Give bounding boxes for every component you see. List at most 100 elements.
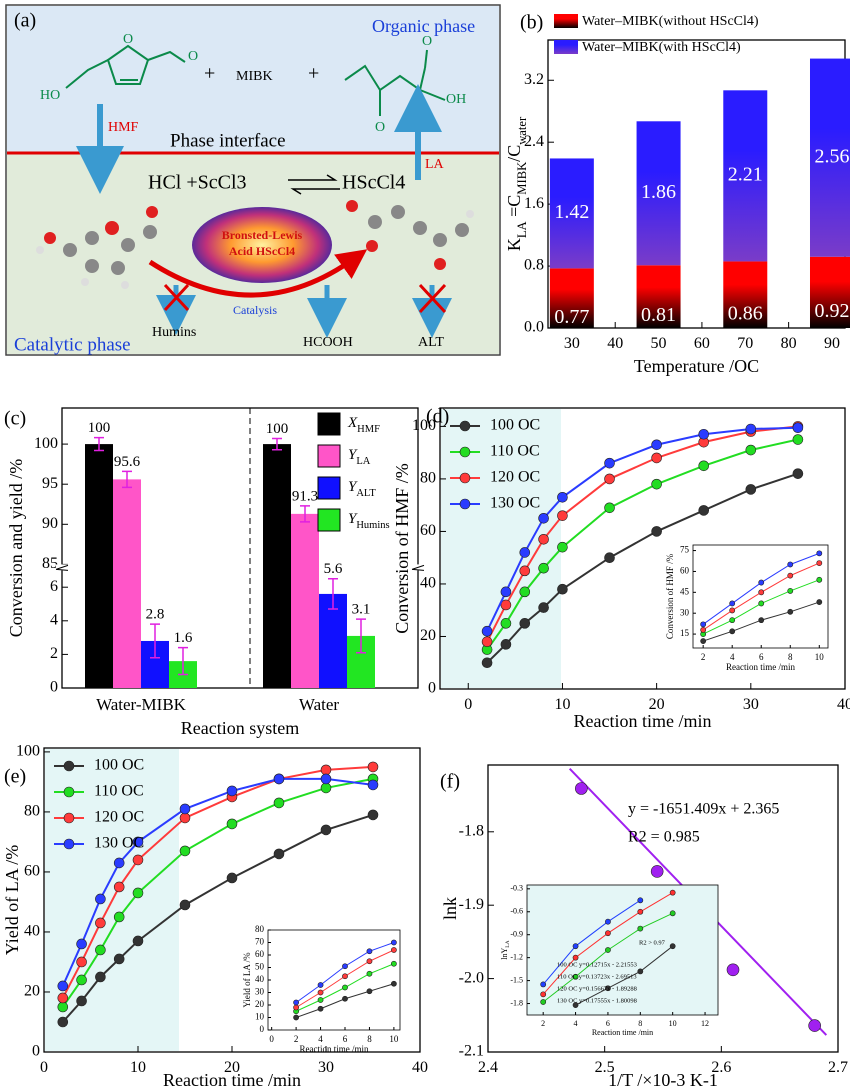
series-line xyxy=(486,425,799,643)
error-bar xyxy=(94,436,104,452)
data-point xyxy=(132,836,144,848)
data-point xyxy=(132,854,144,866)
data-point xyxy=(500,618,512,629)
data-point xyxy=(605,930,611,937)
y-axis-label: Conversion of HMF /% xyxy=(392,463,412,634)
y-axis-label: lnYLA xyxy=(500,940,511,959)
legend-label: Water–MIBK(without HScCl4) xyxy=(582,14,759,29)
label-part: LA xyxy=(505,940,511,947)
data-point xyxy=(758,589,765,596)
panel-label: (e) xyxy=(4,766,26,788)
x-tick-label: 90 xyxy=(824,335,840,352)
data-point xyxy=(729,628,736,635)
x-tick-label: 20 xyxy=(224,1059,240,1076)
x-tick-label: 4 xyxy=(730,652,735,662)
data-point xyxy=(317,997,324,1003)
x-tick-label: 8 xyxy=(367,1034,372,1044)
data-point xyxy=(816,576,823,583)
data-point xyxy=(538,562,549,574)
data-point xyxy=(787,572,794,579)
value-label: 100 xyxy=(266,421,289,437)
annotation: 100 OC y=0.12715x - 2.21553 xyxy=(557,961,637,968)
data-point xyxy=(366,988,373,995)
equilibrium-arrow xyxy=(288,174,340,195)
atom-label: OH xyxy=(446,92,466,107)
x-tick-label: 0 xyxy=(464,696,472,713)
phase-label: Organic phase xyxy=(372,16,475,36)
plot-frame xyxy=(43,747,421,1053)
data-point xyxy=(179,899,191,911)
data-point xyxy=(317,1005,324,1012)
data-point xyxy=(342,963,348,970)
legend-marker xyxy=(63,812,75,824)
data-point xyxy=(557,583,568,595)
annotation: 130 OC y=0.17555x - 1.80098 xyxy=(557,997,637,1004)
data-point xyxy=(816,599,823,605)
panel-label: (c) xyxy=(4,408,26,430)
y-axis-label: Conversion and yield /% xyxy=(6,459,26,637)
reaction-left: HCl +ScCl3 xyxy=(148,172,247,194)
y-tick-label: 15 xyxy=(680,628,690,638)
data-point xyxy=(481,625,493,637)
axis-break xyxy=(55,564,69,571)
legend-marker xyxy=(459,498,471,510)
legend-swatch xyxy=(317,412,341,436)
value-label: 2.8 xyxy=(146,607,165,623)
legend-label: 120 OC xyxy=(94,809,144,826)
value-label: 0.81 xyxy=(641,304,676,326)
data-point xyxy=(366,958,373,965)
data-point xyxy=(132,887,144,899)
data-point xyxy=(320,782,332,794)
bar-segment xyxy=(549,268,594,328)
data-point xyxy=(367,779,379,791)
data-point xyxy=(572,973,579,980)
data-point xyxy=(481,657,493,669)
x-tick-label: 10 xyxy=(389,1034,399,1044)
data-point xyxy=(787,588,794,594)
value-label: 0.92 xyxy=(814,300,849,322)
legend-swatch xyxy=(317,508,341,532)
x-axis-label: Reaction time /min xyxy=(726,662,795,672)
series-line xyxy=(61,777,374,1008)
y-tick-label: -2.0 xyxy=(459,969,484,986)
data-point xyxy=(95,944,106,956)
data-point xyxy=(605,947,611,953)
y-axis-label: KLA =CMIBK/Cwater xyxy=(504,116,529,251)
legend-marker xyxy=(63,786,75,798)
value-label: 2.56 xyxy=(814,145,849,167)
chart: 2 4 6 8 10 12 -1.8 -1.5 -1.2 -0.9 -0.6 -0.3 R2 > 0.9… xyxy=(510,884,719,1028)
bar xyxy=(113,479,141,688)
data-point xyxy=(604,473,615,485)
data-point xyxy=(605,918,611,925)
x-tick-label: 30 xyxy=(318,1059,334,1076)
data-point xyxy=(700,621,707,628)
panel-label: (f) xyxy=(440,771,460,793)
data-point xyxy=(538,602,549,613)
x-axis-label: Reaction time /min xyxy=(300,1044,369,1054)
label-part: =C xyxy=(504,195,524,222)
data-point xyxy=(575,782,588,795)
x-tick-label: 80 xyxy=(781,335,797,352)
y-tick-label: 45 xyxy=(680,586,690,596)
data-point xyxy=(729,607,736,614)
data-point xyxy=(226,872,238,884)
y-tick-label: 40 xyxy=(24,923,40,940)
error-bar xyxy=(150,623,160,659)
blocked-mark xyxy=(418,283,447,314)
data-point xyxy=(745,423,757,435)
x-tick-label: 40 xyxy=(412,1059,428,1076)
legend-swatch xyxy=(317,476,341,500)
y-tick-label: 100 xyxy=(412,417,436,434)
data-point xyxy=(540,999,547,1005)
data-point xyxy=(293,1004,300,1011)
y-tick-label: 0 xyxy=(32,1043,40,1060)
y-tick-label: 20 xyxy=(24,983,40,1000)
annotation: 120 OC y=0.15667x - 1.89288 xyxy=(557,985,637,992)
x-tick-label: 20 xyxy=(649,696,665,713)
series-line xyxy=(542,899,641,985)
data-point xyxy=(557,491,568,503)
y-tick-label: 3.2 xyxy=(524,71,544,88)
data-point xyxy=(519,565,531,577)
product-label: HCOOH xyxy=(303,335,353,350)
data-point xyxy=(226,818,238,830)
